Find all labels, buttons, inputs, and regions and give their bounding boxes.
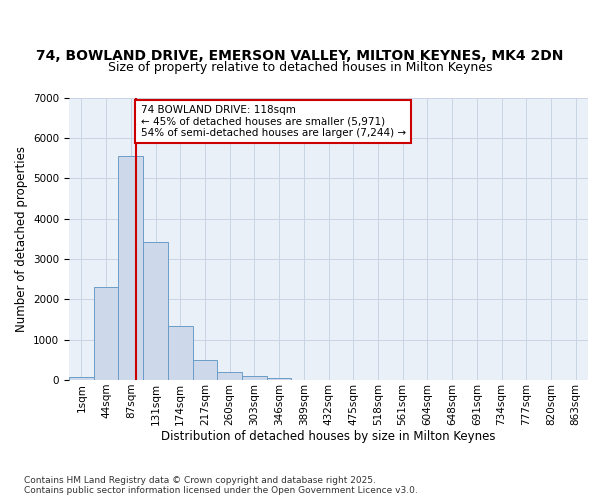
Text: 74, BOWLAND DRIVE, EMERSON VALLEY, MILTON KEYNES, MK4 2DN: 74, BOWLAND DRIVE, EMERSON VALLEY, MILTO… [37,48,563,62]
Bar [94,287,118,380]
Bar [118,156,143,380]
Bar [217,372,242,380]
Text: Size of property relative to detached houses in Milton Keynes: Size of property relative to detached ho… [108,61,492,74]
Bar [193,360,217,380]
Bar [267,378,292,380]
Bar [168,326,193,380]
Y-axis label: Number of detached properties: Number of detached properties [14,146,28,332]
Bar [69,377,94,380]
Text: 74 BOWLAND DRIVE: 118sqm
← 45% of detached houses are smaller (5,971)
54% of sem: 74 BOWLAND DRIVE: 118sqm ← 45% of detach… [140,105,406,138]
Bar [242,376,267,380]
Text: Contains HM Land Registry data © Crown copyright and database right 2025.
Contai: Contains HM Land Registry data © Crown c… [24,476,418,495]
X-axis label: Distribution of detached houses by size in Milton Keynes: Distribution of detached houses by size … [161,430,496,444]
Bar [143,242,168,380]
